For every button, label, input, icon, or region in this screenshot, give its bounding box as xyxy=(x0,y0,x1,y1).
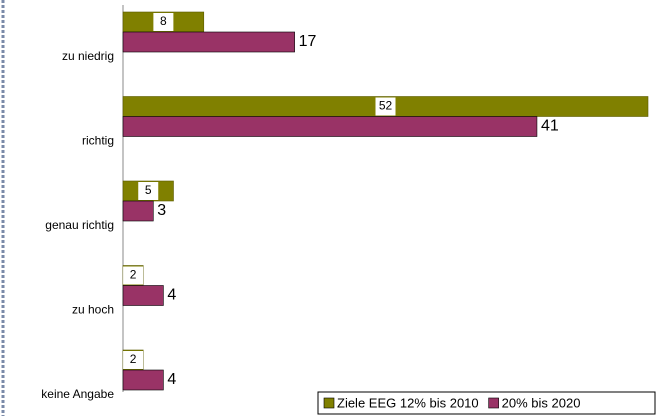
category-label: zu hoch xyxy=(72,303,114,317)
legend-label: 20% bis 2020 xyxy=(502,395,581,410)
bar xyxy=(122,285,164,306)
legend-swatch xyxy=(323,397,335,409)
value-label: 52 xyxy=(379,99,393,113)
value-label-box xyxy=(375,97,396,116)
legend-label: Ziele EEG 12% bis 2010 xyxy=(337,395,479,410)
value-label: 2 xyxy=(130,352,137,366)
legend-swatch xyxy=(488,397,499,409)
value-label: 3 xyxy=(157,202,166,219)
category-label: genau richtig xyxy=(45,218,114,232)
value-label: 4 xyxy=(167,287,176,304)
legend-box xyxy=(317,391,656,415)
category-label: richtig xyxy=(82,134,114,148)
value-label-box xyxy=(123,266,144,285)
value-label: 41 xyxy=(541,118,559,135)
value-label: 2 xyxy=(130,268,137,282)
category-label: keine Angabe xyxy=(41,387,114,401)
bar xyxy=(122,200,154,222)
value-label: 4 xyxy=(167,371,176,388)
value-label-box xyxy=(123,351,144,369)
value-label: 17 xyxy=(299,33,317,50)
value-label-box xyxy=(153,13,174,31)
bar xyxy=(122,369,164,391)
value-label-box xyxy=(138,182,159,200)
bar xyxy=(122,31,295,53)
value-label: 5 xyxy=(145,183,152,197)
category-label: zu niedrig xyxy=(62,49,114,63)
bar xyxy=(122,116,538,137)
value-label: 8 xyxy=(160,14,167,28)
